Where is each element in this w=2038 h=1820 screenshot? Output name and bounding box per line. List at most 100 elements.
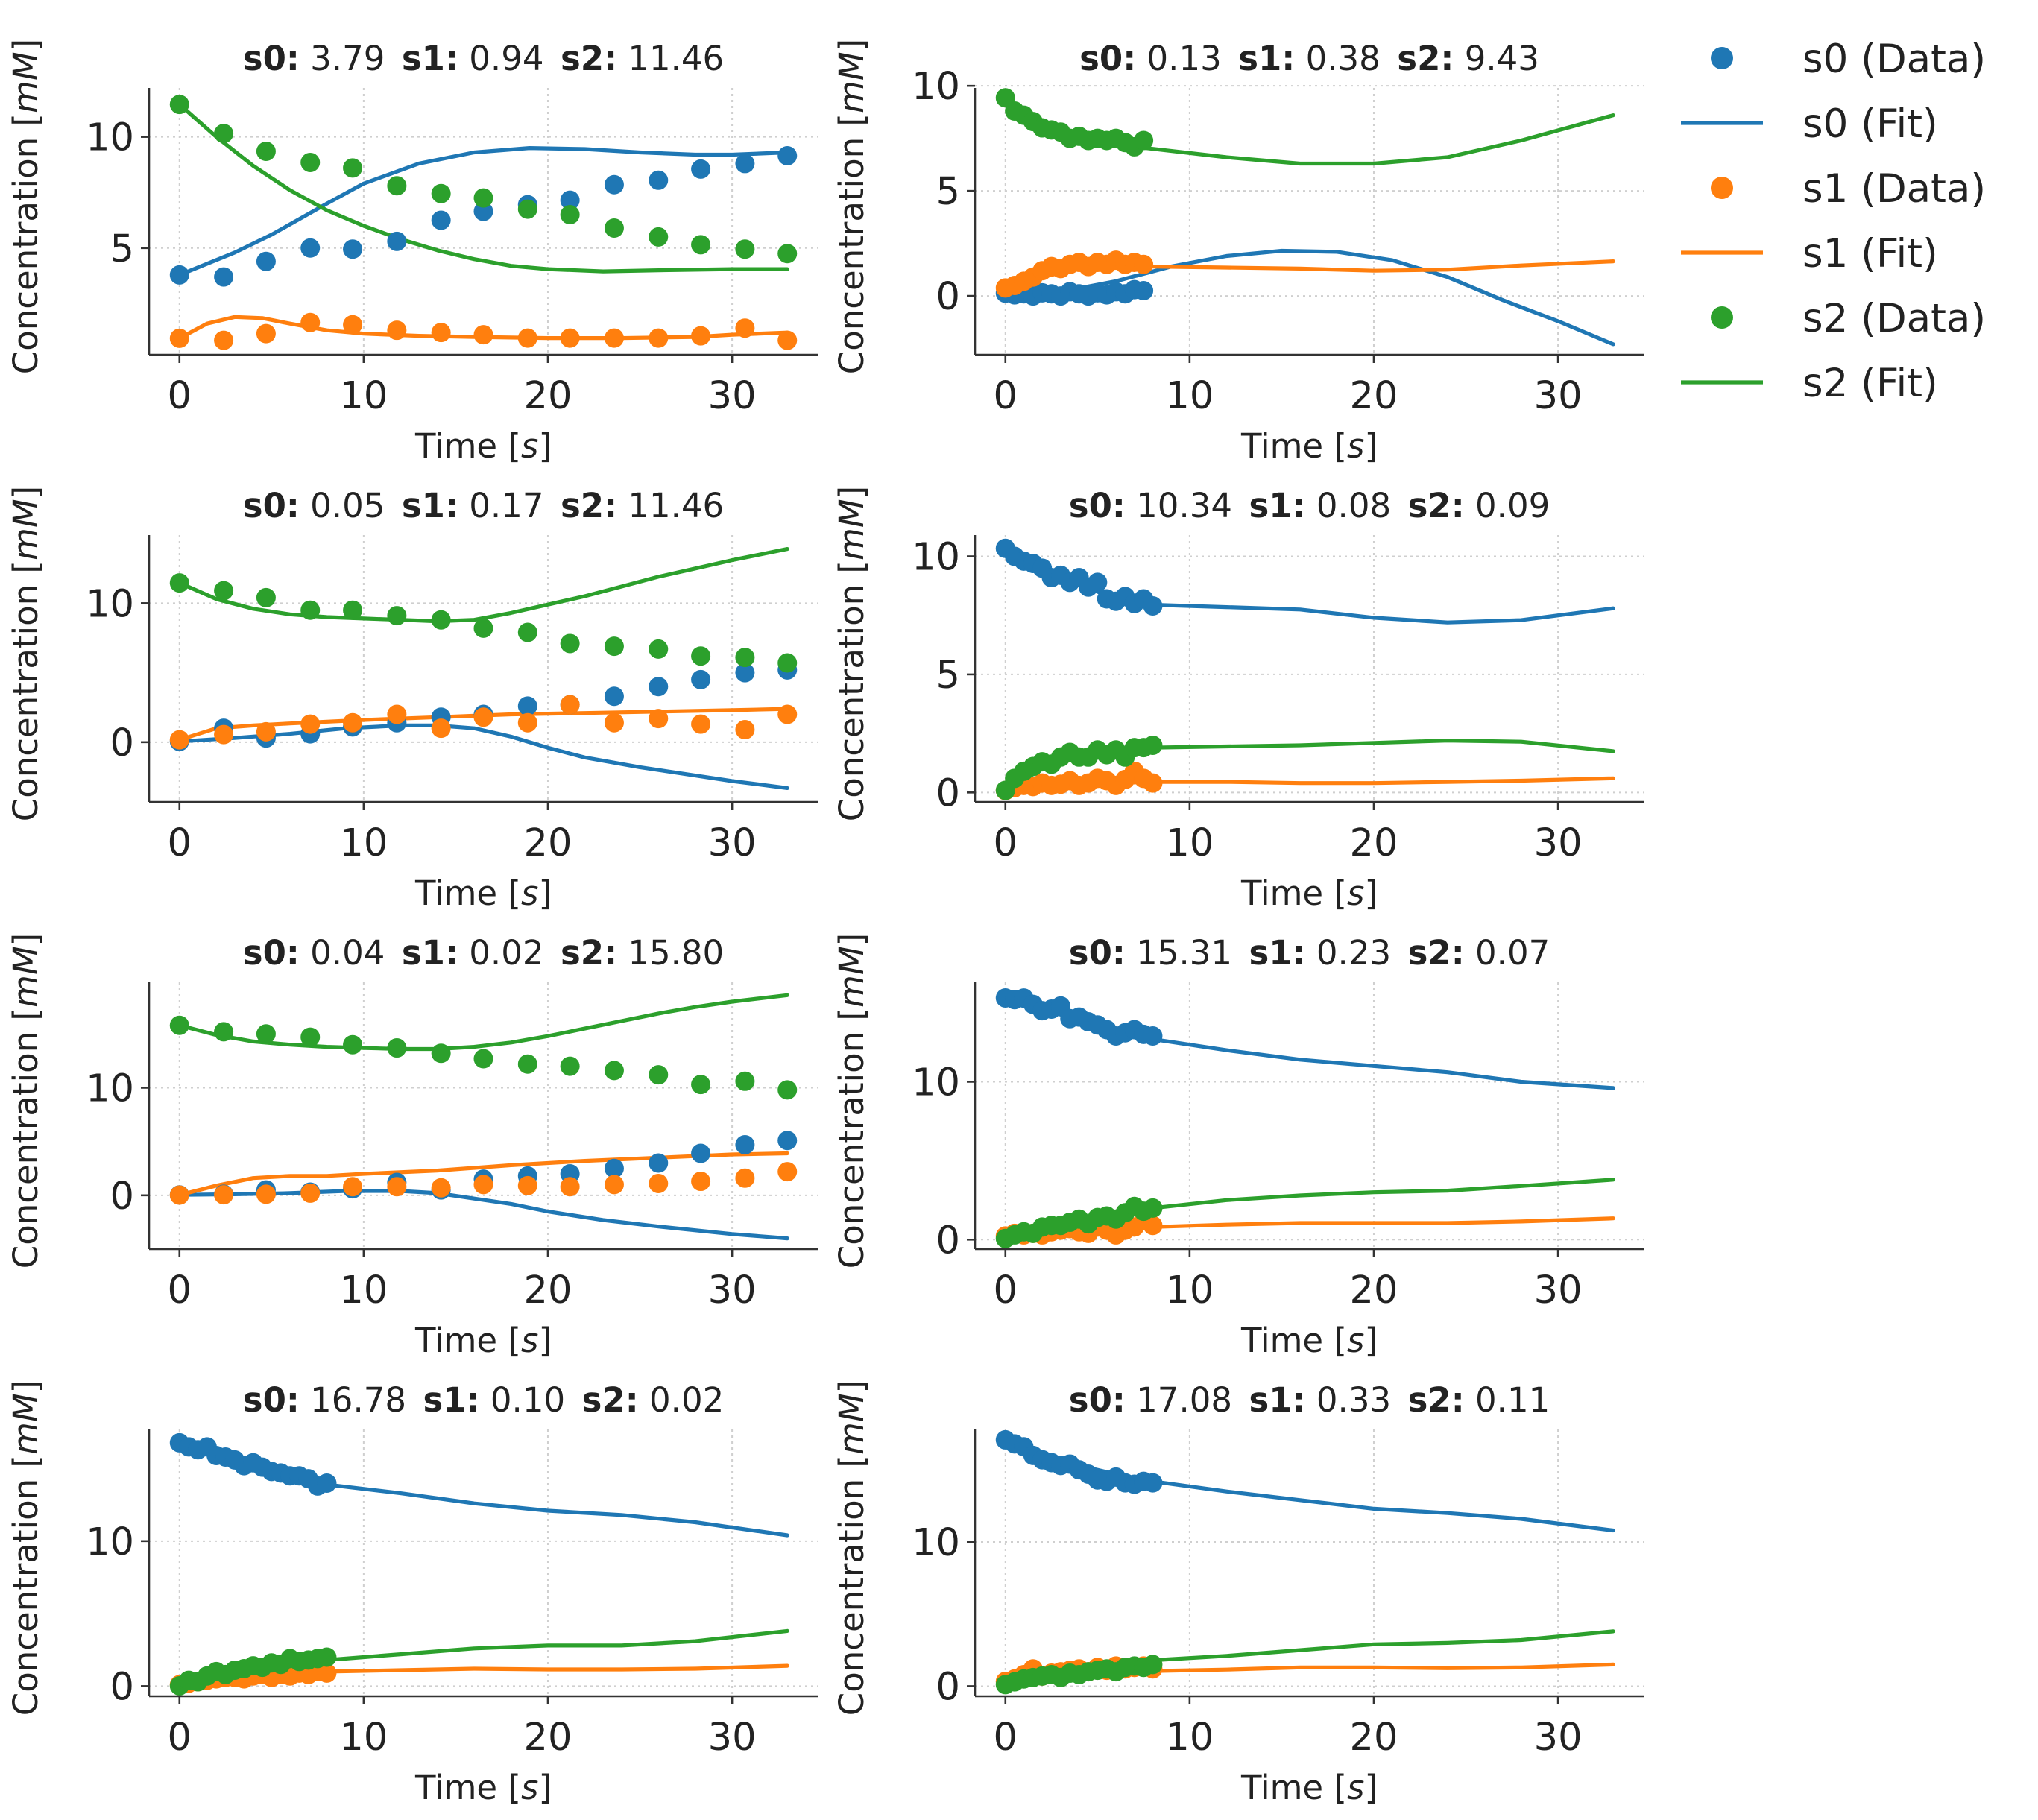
s1-data-point [387, 704, 407, 724]
x-tick-label: 10 [339, 374, 388, 418]
s1-data-point [691, 714, 711, 734]
y-axis-label: Concentration [mM] [832, 1380, 871, 1716]
x-axis-label: Time [s] [414, 426, 552, 466]
s0-data-point [604, 686, 624, 707]
s1-data-point [777, 330, 798, 350]
title-value: 15.80 [617, 933, 724, 973]
x-tick-label: 30 [1534, 1268, 1583, 1312]
s1-data-point [214, 1185, 234, 1205]
x-tick-label: 20 [1350, 1268, 1398, 1312]
s1-data-point [691, 1172, 711, 1192]
legend-label: s2 (Data) [1802, 296, 1986, 341]
s2-data-point [735, 648, 755, 668]
s1-data-point [473, 325, 493, 345]
title-key: s2: [543, 933, 617, 973]
s2-data-point [473, 618, 493, 638]
s2-fit-line [177, 546, 789, 624]
s0-data-point [1088, 572, 1108, 593]
panel-title: s0: 0.05 s1: 0.17 s2: 11.46 [243, 486, 724, 525]
s0-data-point [300, 238, 321, 258]
s2-data-point [649, 227, 669, 247]
panel-title: s0: 10.34 s1: 0.08 s2: 0.09 [1069, 486, 1550, 525]
title-value: 10.34 [1126, 486, 1232, 525]
panel-5: 0 10 20 30 0 10 Time [s] Concentration [mM] s0: … [6, 933, 818, 1360]
x-tick-label: 10 [1165, 821, 1214, 865]
s2-data-point [387, 1038, 407, 1058]
s2-data-point [214, 1022, 234, 1042]
s2-data-point [560, 1056, 580, 1076]
title-value: 0.33 [1306, 1380, 1392, 1420]
y-tick-label: 10 [912, 536, 960, 580]
title-value: 0.13 [1136, 39, 1222, 78]
legend-entry: s2 (Fit) [1681, 361, 1938, 406]
s1-data-legend-marker [1711, 177, 1733, 199]
s2-data-point [300, 1027, 321, 1047]
panel-title: s0: 17.08 s1: 0.33 s2: 0.11 [1069, 1380, 1550, 1420]
title-value: 0.08 [1306, 486, 1392, 525]
s2-data-point [1143, 1655, 1163, 1675]
x-tick-label: 0 [994, 821, 1018, 865]
s2-data-point [649, 1065, 669, 1085]
x-tick-label: 10 [339, 1716, 388, 1760]
title-key: s0: [1069, 486, 1126, 525]
s2-data-point [560, 633, 580, 654]
legend-entry: s0 (Fit) [1681, 101, 1938, 147]
s2-data-point [691, 235, 711, 255]
y-tick-label: 10 [86, 1067, 134, 1110]
panel-7: 0 10 20 30 0 10 Time [s] Concentration [mM] s0: … [6, 1380, 818, 1807]
s0-fit-line [177, 1441, 789, 1538]
title-key: s2: [1391, 1380, 1465, 1420]
s2-data-point [387, 606, 407, 626]
x-tick-label: 0 [994, 1716, 1018, 1760]
s1-data-point [343, 315, 363, 335]
s0-data-point [735, 1134, 755, 1154]
s1-data-point [387, 1177, 407, 1197]
s2-data-point [343, 600, 363, 620]
s2-data-point [691, 1075, 711, 1095]
legend-label: s0 (Fit) [1802, 101, 1938, 147]
y-axis-label: Concentration [mM] [6, 486, 45, 821]
title-value: 0.07 [1465, 933, 1550, 973]
y-axis-label: Concentration [mM] [832, 933, 871, 1268]
s2-data-point [431, 183, 451, 203]
x-tick-label: 0 [994, 1268, 1018, 1312]
y-tick-label: 0 [936, 771, 960, 815]
title-value: 0.94 [458, 39, 544, 78]
title-key: s1: [1232, 1380, 1306, 1420]
s2-data-point [343, 1034, 363, 1055]
s2-data-point [649, 639, 669, 659]
x-tick-label: 0 [168, 374, 192, 418]
s1-data-point [1143, 1216, 1163, 1236]
s2-data-point [735, 239, 755, 259]
legend-entry: s1 (Data) [1711, 166, 1986, 212]
title-value: 0.38 [1295, 39, 1381, 78]
s0-data-point [691, 1143, 711, 1163]
y-tick-label: 10 [86, 582, 134, 626]
x-tick-label: 30 [1534, 1716, 1583, 1760]
s1-data-point [169, 1185, 189, 1205]
s1-data-point [691, 326, 711, 346]
title-value: 11.46 [617, 39, 724, 78]
y-tick-label: 10 [86, 1520, 134, 1564]
s0-fit-line [1003, 996, 1615, 1090]
s0-data-point [691, 159, 711, 179]
s2-data-point [517, 622, 537, 642]
s0-data-point [649, 1153, 669, 1173]
y-axis-label: Concentration [mM] [6, 39, 45, 374]
x-axis-label: Time [s] [1240, 426, 1378, 466]
y-tick-label: 10 [912, 65, 960, 109]
s1-data-point [777, 1162, 798, 1182]
x-tick-label: 10 [1165, 1716, 1214, 1760]
s1-data-point [387, 320, 407, 341]
s0-data-point [604, 174, 624, 195]
grid [149, 88, 818, 355]
x-tick-label: 30 [708, 1268, 757, 1312]
s0-data-point [649, 677, 669, 697]
s1-data-point [431, 1178, 451, 1198]
x-tick-label: 0 [168, 1268, 192, 1312]
s1-data-point [1134, 254, 1154, 274]
y-tick-label: 10 [912, 1061, 960, 1105]
title-key: s1: [385, 39, 458, 78]
s2-data-point [256, 142, 276, 162]
s1-data-point [1143, 773, 1163, 793]
